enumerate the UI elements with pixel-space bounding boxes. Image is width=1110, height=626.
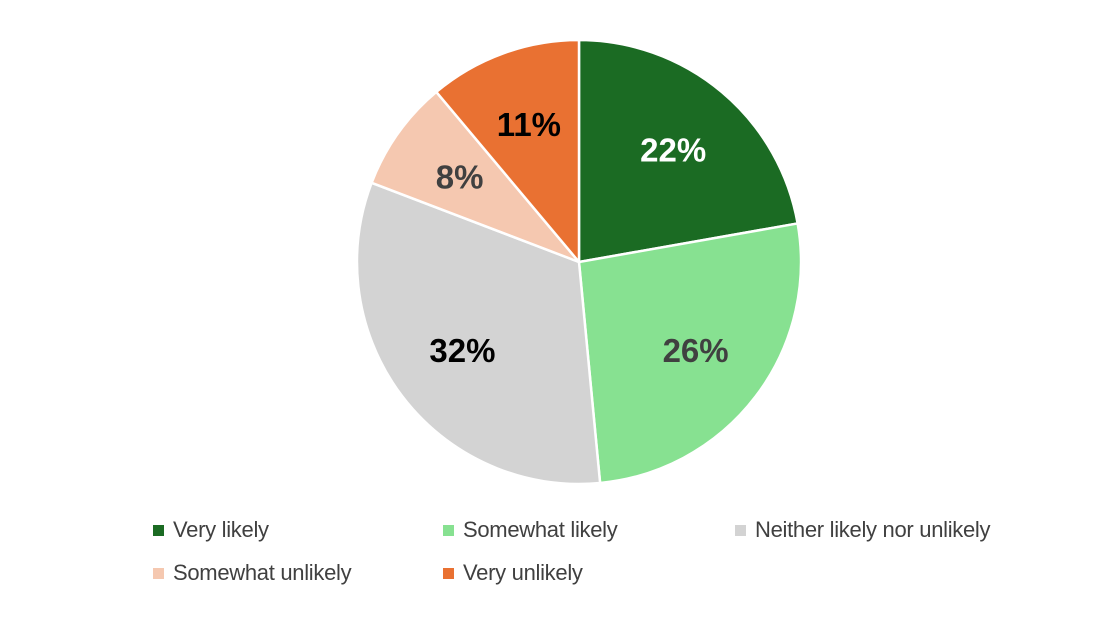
pie-slice-very-unlikely xyxy=(435,38,581,264)
pie-slice-very-likely xyxy=(577,38,799,264)
pie-slice-somewhat-likely xyxy=(577,222,803,485)
pie-data-labels: 22% 26% 32% 8% 11% xyxy=(429,106,728,369)
data-label-neither-likely-nor-unlikely: 32% xyxy=(429,332,495,369)
data-label-very-likely: 22% xyxy=(640,131,706,168)
data-label-somewhat-unlikely: 8% xyxy=(436,159,484,196)
data-label-somewhat-likely: 26% xyxy=(663,332,729,369)
pie-slice-somewhat-unlikely xyxy=(370,90,581,264)
pie-slice-neither-likely-nor-unlikely xyxy=(355,181,602,486)
pie-slices xyxy=(355,38,803,486)
data-label-very-unlikely: 11% xyxy=(497,106,561,143)
